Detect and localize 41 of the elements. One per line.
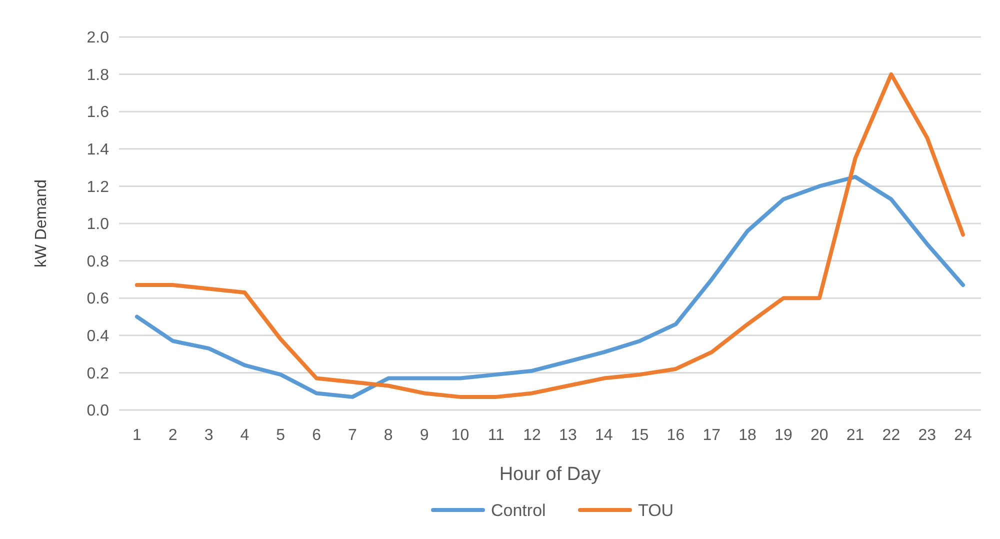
x-tick-label: 6 xyxy=(312,427,322,444)
y-tick-label: 1.6 xyxy=(86,104,110,122)
x-tick-label: 16 xyxy=(666,427,685,444)
x-axis-title: Hour of Day xyxy=(499,464,602,485)
x-tick-label: 2 xyxy=(168,427,178,444)
line-series xyxy=(134,174,966,399)
x-tick-label: 5 xyxy=(276,427,286,444)
y-tick-label: 1.8 xyxy=(86,66,110,84)
y-tick-label: 0.8 xyxy=(86,253,110,270)
x-tick-label: 1 xyxy=(132,427,142,444)
line-series xyxy=(134,72,966,399)
x-tick-label: 11 xyxy=(488,427,505,444)
x-tick-label: 8 xyxy=(384,427,393,444)
x-tick-label: 7 xyxy=(348,427,358,444)
y-tick-label: 0.6 xyxy=(86,290,110,308)
x-tick-label: 17 xyxy=(702,427,721,444)
legend-label: Control xyxy=(491,500,546,520)
x-tick-label: 14 xyxy=(594,427,613,444)
y-tick-label: 1.4 xyxy=(86,142,110,158)
x-tick-label: 4 xyxy=(240,427,250,444)
x-tick-label: 9 xyxy=(420,427,429,444)
x-tick-label: 21 xyxy=(846,427,864,444)
x-tick-label: 15 xyxy=(630,427,649,444)
x-tick-label: 3 xyxy=(204,427,214,444)
x-tick-label: 23 xyxy=(918,427,936,444)
x-tick-label: 13 xyxy=(559,427,577,444)
y-tick-label: 0.0 xyxy=(86,402,110,420)
x-tick-label: 12 xyxy=(523,427,542,444)
x-tick-label: 22 xyxy=(882,427,900,444)
y-axis-title: kW Demand xyxy=(33,179,50,268)
y-tick-label: 0.2 xyxy=(86,365,110,382)
legend-label: TOU xyxy=(638,500,674,520)
y-tick-label: 2.0 xyxy=(86,30,110,47)
y-tick-label: 0.4 xyxy=(86,328,110,345)
x-tick-label: 20 xyxy=(810,427,828,444)
x-tick-label: 19 xyxy=(774,427,792,444)
y-tick-label: 1.0 xyxy=(86,216,110,234)
x-tick-label: 10 xyxy=(451,427,470,444)
x-tick-label: 24 xyxy=(954,427,972,444)
y-tick-label: 1.2 xyxy=(86,178,110,196)
x-tick-label: 18 xyxy=(738,427,757,444)
